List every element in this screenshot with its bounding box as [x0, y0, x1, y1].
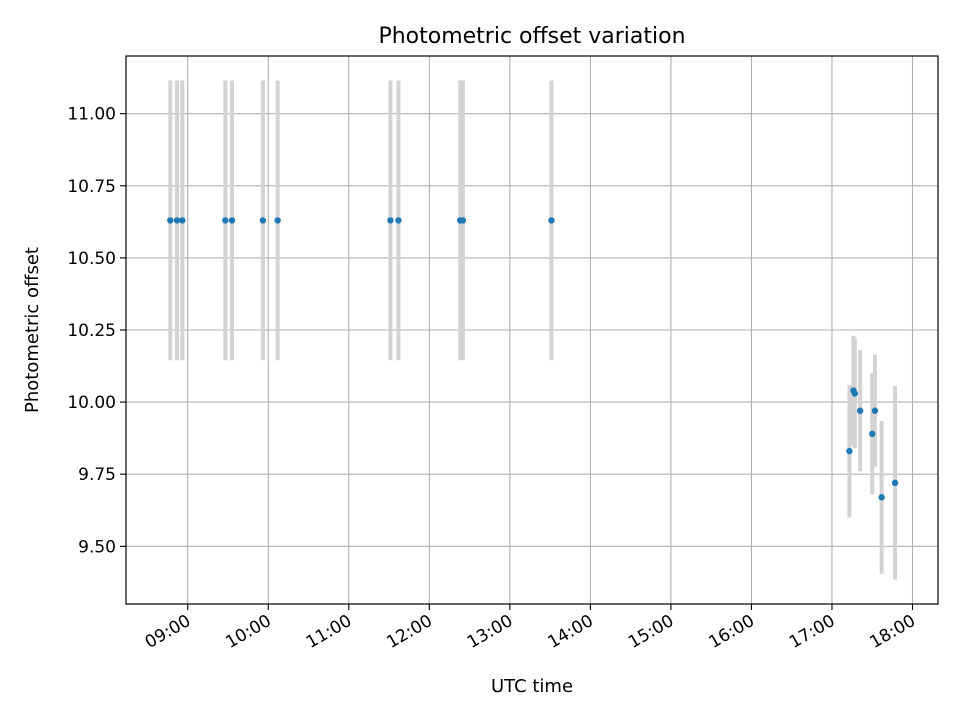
- data-point: [387, 217, 394, 224]
- chart-title: Photometric offset variation: [378, 24, 685, 49]
- y-tick-label: 9.75: [78, 465, 116, 485]
- data-point: [179, 217, 186, 224]
- data-point: [851, 390, 858, 397]
- data-point: [846, 447, 853, 455]
- data-point: [548, 217, 555, 224]
- data-points: [167, 217, 899, 501]
- x-axis-label: UTC time: [491, 676, 573, 697]
- data-point: [274, 217, 281, 224]
- data-point: [459, 217, 467, 224]
- data-point: [222, 217, 229, 224]
- y-tick-label: 10.25: [67, 321, 116, 341]
- data-point: [878, 494, 885, 501]
- y-axis-label: Photometric offset: [22, 247, 43, 413]
- grid: [126, 56, 938, 604]
- y-tick-label: 10.00: [67, 393, 116, 413]
- y-tick-label: 11.00: [67, 105, 116, 125]
- data-point: [173, 217, 181, 224]
- data-point: [856, 407, 864, 414]
- y-axis: 9.50 9.75 10.00 10.25 10.50 10.75 11.00: [67, 105, 126, 557]
- y-tick-label: 10.50: [67, 249, 116, 269]
- y-tick-label: 10.75: [67, 177, 116, 197]
- y-tick-label: 9.50: [78, 537, 116, 557]
- data-point: [891, 479, 899, 487]
- data-point: [167, 217, 174, 224]
- data-point: [869, 430, 876, 438]
- data-point: [259, 217, 267, 224]
- data-point: [228, 217, 236, 224]
- data-point: [871, 407, 879, 414]
- data-point: [395, 217, 402, 224]
